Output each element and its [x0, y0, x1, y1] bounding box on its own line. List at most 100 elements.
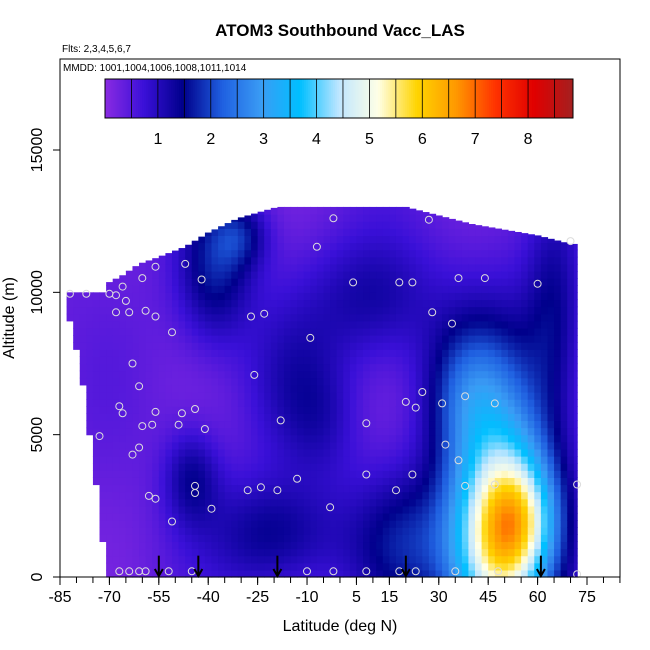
field-cell — [99, 498, 107, 507]
field-cell — [310, 413, 318, 422]
field-cell — [191, 391, 199, 400]
field-cell — [270, 278, 278, 286]
field-cell — [468, 527, 476, 535]
field-cell — [270, 207, 278, 215]
field-cell — [224, 228, 232, 236]
field-cell — [349, 448, 358, 457]
field-cell — [481, 235, 489, 244]
field-cell — [283, 256, 292, 265]
field-cell — [330, 349, 338, 357]
field-cell — [330, 399, 338, 407]
field-cell — [369, 235, 377, 244]
field-cell — [382, 527, 390, 535]
field-cell — [283, 299, 292, 308]
field-cell — [99, 299, 107, 308]
field-cell — [547, 292, 555, 301]
field-cell — [442, 285, 450, 293]
field-cell — [152, 263, 160, 272]
field-cell — [468, 363, 476, 372]
field-cell — [277, 441, 285, 450]
sample-point — [408, 278, 417, 287]
field-cell — [435, 292, 443, 301]
field-cell — [165, 541, 173, 550]
field-cell — [99, 363, 107, 372]
field-cell — [468, 377, 476, 386]
field-cell — [376, 569, 384, 578]
field-cell — [270, 512, 278, 521]
field-cell — [461, 384, 470, 393]
field-cell — [442, 370, 450, 379]
field-cell — [251, 470, 259, 478]
sample-point — [349, 278, 358, 287]
field-cell — [389, 512, 397, 521]
field-cell — [231, 384, 239, 393]
field-cell — [402, 313, 410, 322]
field-cell — [422, 299, 430, 308]
field-cell — [158, 320, 166, 329]
field-cell — [323, 555, 331, 564]
field-cell — [336, 427, 344, 436]
field-cell — [540, 569, 549, 578]
field-cell — [297, 356, 305, 365]
field-cell — [527, 335, 535, 343]
field-cell — [336, 292, 344, 301]
field-cell — [455, 292, 463, 301]
field-cell — [521, 477, 529, 486]
field-cell — [264, 377, 272, 386]
sample-point — [115, 402, 124, 411]
field-cell — [66, 292, 74, 301]
field-cell — [323, 335, 331, 343]
field-cell — [283, 221, 292, 229]
field-cell — [481, 299, 489, 308]
field-cell — [198, 498, 206, 507]
field-cell — [521, 413, 529, 422]
field-cell — [112, 534, 120, 543]
field-cell — [428, 342, 437, 350]
field-cell — [92, 370, 101, 379]
field-cell — [330, 477, 338, 486]
field-cell — [290, 399, 298, 407]
colorbar-segment — [565, 79, 568, 118]
sample-point — [148, 420, 157, 429]
field-cell — [237, 484, 246, 493]
field-cell — [257, 541, 265, 550]
sample-point — [303, 567, 311, 576]
field-cell — [475, 562, 483, 571]
field-cell — [158, 541, 166, 550]
field-cell — [527, 285, 535, 293]
field-cell — [139, 320, 147, 329]
field-cell — [270, 541, 278, 550]
field-cell — [475, 555, 483, 564]
field-cell — [567, 463, 575, 471]
field-cell — [448, 399, 456, 407]
colorbar-segment — [327, 79, 330, 118]
field-cell — [132, 456, 140, 464]
field-cell — [402, 285, 410, 293]
field-cell — [283, 413, 292, 422]
field-cell — [336, 434, 344, 443]
field-cell — [521, 569, 529, 578]
field-cell — [573, 434, 578, 443]
field-cell — [106, 484, 114, 493]
field-cell — [369, 512, 377, 521]
field-cell — [521, 470, 529, 478]
field-cell — [283, 562, 292, 571]
field-cell — [297, 399, 305, 407]
field-cell — [178, 391, 186, 400]
field-cell — [514, 306, 522, 315]
field-cell — [395, 413, 404, 422]
field-cell — [554, 470, 562, 478]
field-cell — [132, 548, 140, 557]
field-cell — [422, 212, 430, 215]
field-cell — [363, 520, 371, 528]
field-cell — [171, 299, 180, 308]
field-cell — [461, 434, 470, 443]
field-cell — [145, 391, 153, 400]
field-cell — [435, 491, 443, 500]
field-cell — [139, 335, 147, 343]
field-cell — [461, 484, 470, 493]
field-cell — [211, 363, 219, 372]
field-cell — [560, 356, 568, 365]
field-cell — [336, 569, 344, 578]
field-cell — [409, 512, 417, 521]
